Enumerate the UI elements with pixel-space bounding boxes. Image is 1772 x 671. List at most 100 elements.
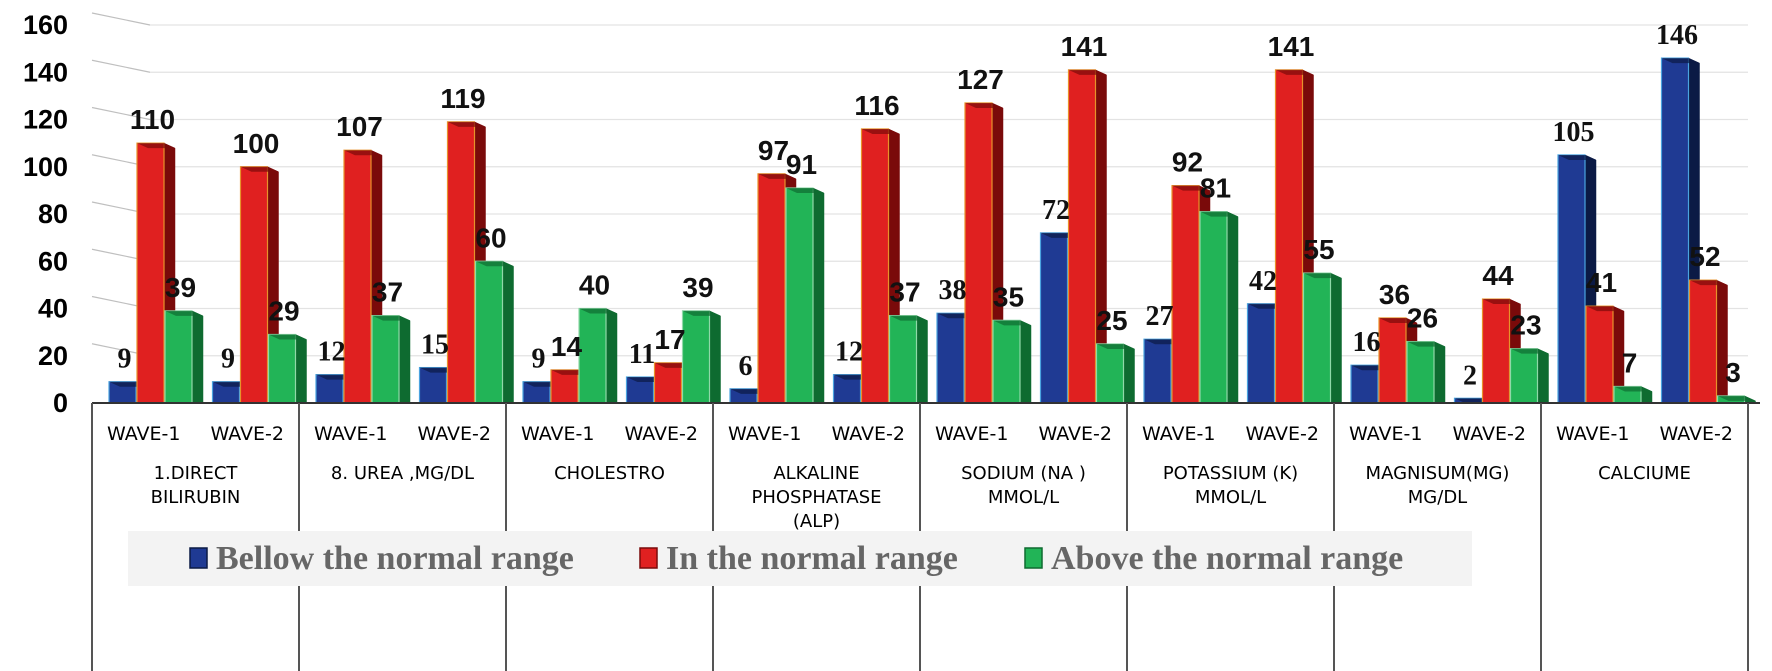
data-label-0-2: 12 (318, 337, 346, 368)
bar-top-1-6 (758, 173, 796, 179)
bar-top-2-13 (1510, 348, 1549, 354)
bar-top-2-8 (993, 320, 1031, 326)
data-label-0-1: 9 (221, 344, 235, 375)
data-label-0-4: 9 (532, 344, 546, 375)
bar-2-8 (992, 319, 1032, 404)
legend: Bellow the normal range In the normal ran… (128, 531, 1472, 586)
data-label-2-14: 7 (1622, 347, 1638, 378)
x-group-label-3-1: PHOSPHATASE (752, 487, 882, 508)
bar-front-2-4 (578, 307, 607, 404)
bar-side-2-1 (295, 334, 307, 404)
bar-front-0-10 (1143, 338, 1172, 404)
legend-swatch-2 (1024, 547, 1043, 569)
data-label-2-2: 37 (372, 277, 403, 308)
y-tick-label-60: 60 (38, 246, 68, 276)
bar-top-2-11 (1303, 273, 1342, 279)
bar-top-2-3 (475, 261, 514, 267)
y-tick-label-160: 160 (23, 10, 68, 40)
x-sublabel-3-1: WAVE-2 (832, 423, 905, 445)
data-label-0-10: 27 (1146, 301, 1174, 332)
bar-front-2-2 (371, 314, 400, 404)
bar-top-2-7 (889, 315, 928, 321)
data-label-2-10: 81 (1200, 173, 1231, 204)
x-group-label-0-1: BILIRUBIN (151, 487, 241, 508)
bar-front-1-0 (136, 142, 165, 404)
data-label-0-12: 16 (1353, 327, 1381, 358)
x-sublabel-6-1: WAVE-2 (1453, 423, 1526, 445)
bar-front-1-5 (653, 362, 683, 404)
bar-front-2-7 (888, 314, 918, 404)
bar-front-1-8 (964, 102, 993, 404)
data-label-1-7: 116 (854, 90, 899, 121)
data-label-0-15: 146 (1656, 20, 1698, 51)
x-group-label-3-2: (ALP) (793, 511, 840, 532)
bar-2-14 (1613, 385, 1653, 404)
bar-top-2-10 (1200, 211, 1238, 217)
bar-2-3 (474, 260, 514, 404)
bar-side-2-12 (1433, 341, 1446, 404)
x-group-label-4-0: SODIUM (NA ) (961, 463, 1086, 484)
bar-front-2-0 (164, 310, 193, 404)
bar-top-1-1 (240, 166, 279, 172)
gridline-120 (91, 106, 151, 121)
bar-top-2-12 (1407, 341, 1445, 347)
bar-2-9 (1095, 343, 1135, 404)
bar-top-2-14 (1614, 386, 1652, 392)
bar-top-1-13 (1482, 299, 1521, 305)
data-label-1-13: 44 (1482, 260, 1514, 291)
bar-front-0-8 (936, 312, 965, 404)
data-label-2-9: 25 (1096, 305, 1127, 336)
data-label-1-10: 92 (1172, 147, 1203, 178)
bar-front-2-8 (992, 319, 1021, 404)
bar-front-0-11 (1246, 303, 1276, 404)
bar-side-2-9 (1123, 343, 1135, 404)
bar-top-2-4 (579, 308, 617, 314)
x-group-label-4-1: MMOL/L (988, 487, 1059, 508)
data-label-1-1: 100 (233, 128, 280, 159)
data-label-2-13: 23 (1510, 310, 1541, 341)
x-sublabel-0-0: WAVE-1 (107, 423, 180, 445)
x-group-label-3-0: ALKALINE (773, 463, 859, 484)
bar-front-1-13 (1481, 298, 1511, 404)
bar-2-6 (785, 187, 825, 404)
bar-2-15 (1716, 395, 1756, 404)
data-label-1-0: 110 (130, 104, 175, 135)
bar-top-1-9 (1068, 69, 1107, 75)
bar-front-1-1 (239, 166, 269, 404)
bar-side-2-10 (1226, 211, 1239, 404)
y-tick-label-40: 40 (38, 294, 68, 324)
bar-front-1-11 (1274, 69, 1304, 404)
data-label-1-12: 36 (1379, 279, 1410, 310)
data-label-0-0: 9 (118, 344, 132, 375)
x-group-label-0-0: 1.DIRECT (154, 463, 239, 484)
bar-top-1-10 (1172, 185, 1210, 191)
x-sublabel-7-0: WAVE-1 (1556, 423, 1629, 445)
bar-1-11 (1274, 69, 1314, 404)
bar-front-2-3 (474, 260, 504, 404)
y-tick-label-140: 140 (23, 57, 68, 87)
bar-top-2-6 (786, 188, 824, 194)
bar-front-1-6 (757, 173, 786, 404)
data-label-2-15: 3 (1725, 357, 1741, 388)
bar-front-1-3 (446, 121, 476, 404)
data-label-1-5: 17 (654, 324, 685, 355)
x-sublabel-5-1: WAVE-2 (1246, 423, 1319, 445)
x-sublabel-1-1: WAVE-2 (418, 423, 491, 445)
x-group-label-7-0: CALCIUME (1598, 463, 1691, 484)
bar-top-1-14 (1586, 306, 1624, 312)
y-tick-label-100: 100 (23, 152, 68, 182)
x-sublabel-2-1: WAVE-2 (625, 423, 698, 445)
bar-top-1-2 (344, 150, 382, 156)
x-sublabel-7-1: WAVE-2 (1660, 423, 1733, 445)
bar-top-2-0 (165, 310, 203, 316)
data-label-2-5: 39 (682, 272, 713, 303)
bar-side-2-3 (502, 260, 514, 404)
legend-box (128, 531, 1472, 586)
bar-top-2-9 (1096, 343, 1135, 349)
bar-front-2-9 (1095, 343, 1125, 404)
bar-front-0-3 (418, 366, 448, 404)
bar-front-2-10 (1199, 211, 1228, 404)
bar-top-1-12 (1379, 317, 1417, 323)
y-tick-label-0: 0 (53, 388, 68, 418)
bar-side-2-13 (1537, 348, 1549, 404)
